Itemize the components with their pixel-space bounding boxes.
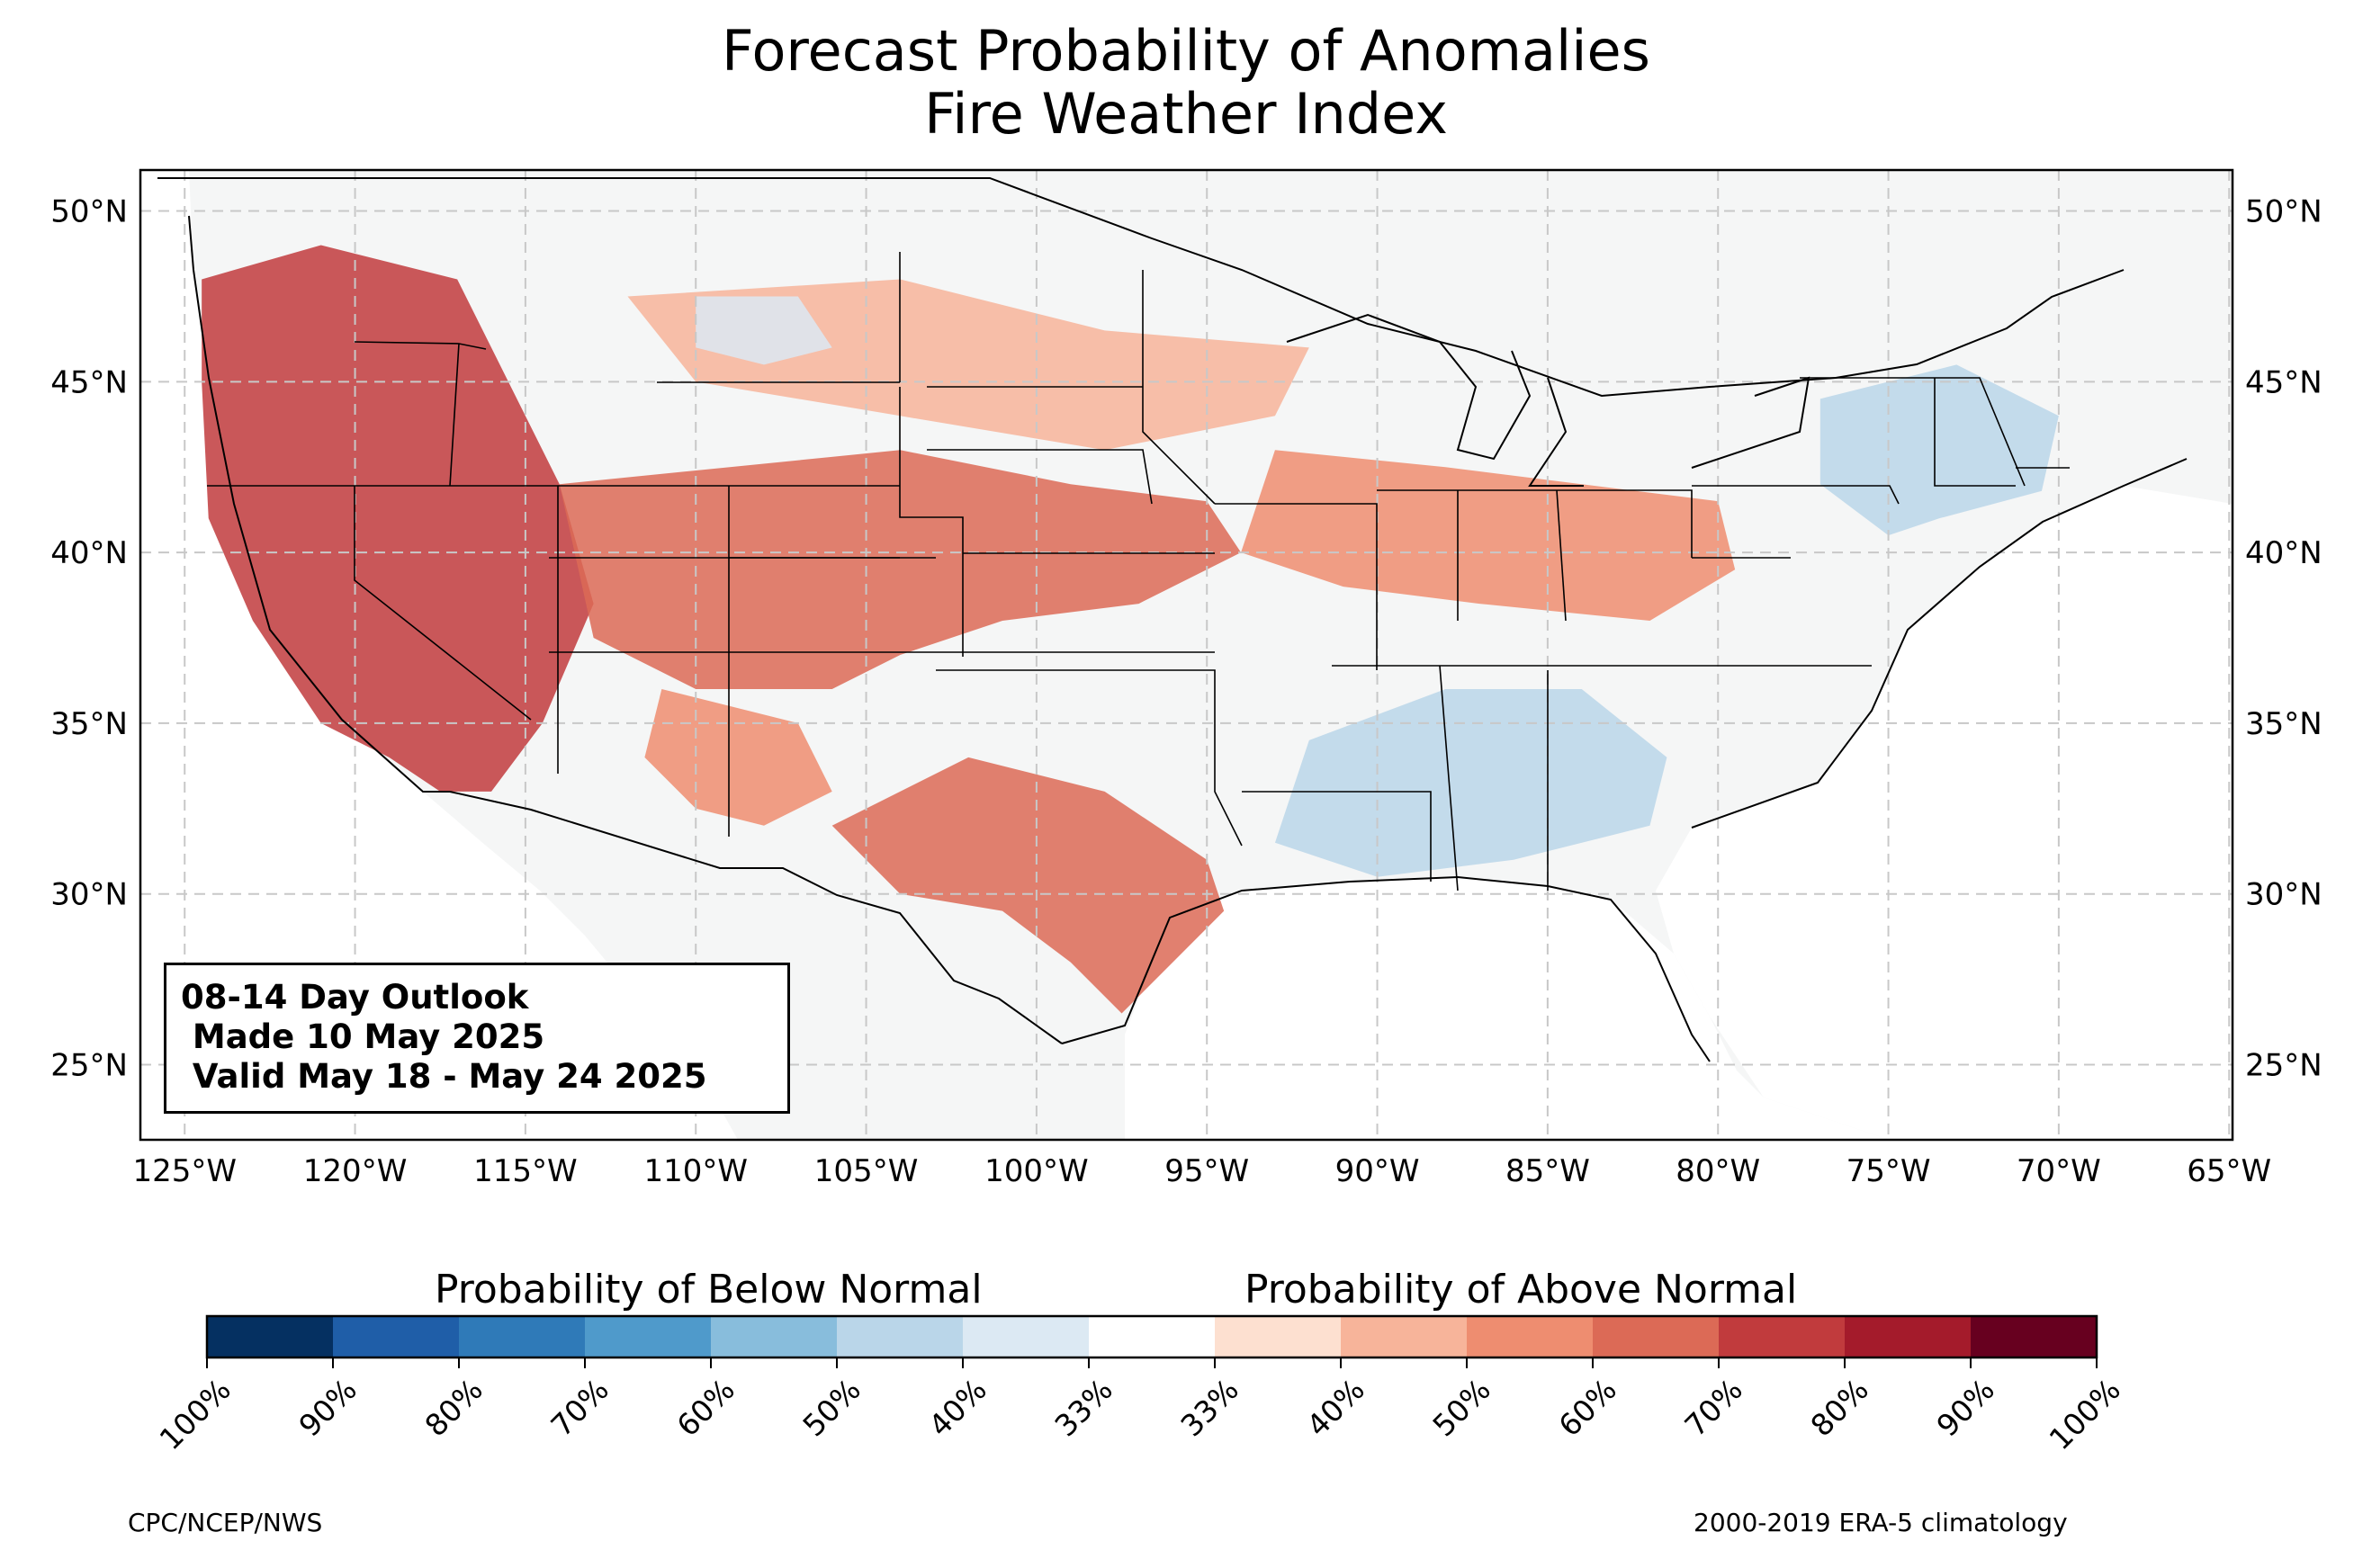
latitude-tick-label: 35°N (50, 706, 128, 742)
colorbar-swatch (963, 1316, 1090, 1357)
latitude-tick-label: 45°N (50, 364, 128, 400)
title-line-2: Fire Weather Index (924, 81, 1448, 147)
state-borders (207, 252, 2070, 892)
colorbar-swatch (333, 1316, 460, 1357)
outlook-made-date: Made 10 May 2025 (181, 1017, 545, 1056)
colorbar-swatch (1341, 1316, 1468, 1357)
latitude-tick-label: 25°N (50, 1047, 128, 1083)
longitude-tick-label: 125°W (132, 1153, 237, 1189)
colorbar-swatch (585, 1316, 712, 1357)
latitude-tick-label: 30°N (2245, 877, 2323, 913)
latitude-tick-label: 50°N (50, 194, 128, 230)
latitude-tick-label: 45°N (2245, 364, 2323, 400)
footer-climatology: 2000-2019 ERA-5 climatology (1694, 1508, 2068, 1537)
pacific-ocean (140, 170, 738, 1140)
colorbar-swatch (1467, 1316, 1594, 1357)
colorbar (205, 1314, 2098, 1368)
above-normal-region (202, 245, 594, 792)
longitude-tick-label: 120°W (303, 1153, 408, 1189)
colorbar-swatch (207, 1316, 334, 1357)
outlook-info-box: 08-14 Day Outlook Made 10 May 2025 Valid… (164, 963, 790, 1114)
longitude-tick-label: 75°W (1846, 1153, 1931, 1189)
below-normal-region (696, 296, 832, 365)
atlantic-ocean (1656, 486, 2233, 1140)
above-normal-region (559, 450, 1242, 689)
colorbar-frame (205, 1314, 2098, 1359)
title-line-1: Forecast Probability of Anomalies (722, 18, 1650, 84)
longitude-tick-label: 70°W (2017, 1153, 2101, 1189)
longitude-tick-label: 95°W (1164, 1153, 1249, 1189)
colorbar-swatch (1971, 1316, 2098, 1357)
colorbar-below-title: Probability of Below Normal (435, 1267, 983, 1313)
longitude-tick-label: 90°W (1335, 1153, 1420, 1189)
longitude-tick-label: 110°W (643, 1153, 748, 1189)
above-normal-region (644, 688, 832, 826)
us-canada-border (157, 177, 2125, 398)
colorbar-above-title: Probability of Above Normal (1244, 1267, 1798, 1313)
map-frame (139, 168, 2234, 1142)
latitude-tick-label: 50°N (2245, 194, 2323, 230)
colorbar-swatch (1845, 1316, 1972, 1357)
us-mexico-border (449, 791, 1063, 1044)
latitude-tick-label: 35°N (2245, 706, 2323, 742)
colorbar-swatch (837, 1316, 964, 1357)
longitude-tick-label: 65°W (2187, 1153, 2271, 1189)
outlook-period: 08-14 Day Outlook (181, 978, 529, 1017)
colorbar-swatch (1215, 1316, 1342, 1357)
latitude-tick-label: 25°N (2245, 1047, 2323, 1083)
below-normal-region (1819, 364, 2059, 536)
latitude-tick-label: 30°N (50, 877, 128, 913)
below-normal-region (1274, 688, 1667, 877)
above-normal-region (831, 757, 1225, 1014)
footer-source: CPC/NCEP/NWS (128, 1508, 323, 1537)
colorbar-swatch (1719, 1316, 1846, 1357)
latitude-tick-label: 40°N (50, 535, 128, 571)
gulf-of-mexico (1125, 877, 1890, 1140)
longitude-tick-label: 115°W (473, 1153, 578, 1189)
colorbar-swatch (1593, 1316, 1720, 1357)
latitude-tick-label: 40°N (2245, 535, 2323, 571)
above-normal-region (1241, 450, 1736, 622)
longitude-tick-label: 105°W (814, 1153, 919, 1189)
longitude-tick-label: 85°W (1505, 1153, 1590, 1189)
colorbar-swatch (711, 1316, 838, 1357)
coastlines (188, 215, 2188, 1062)
longitude-tick-label: 80°W (1676, 1153, 1760, 1189)
colorbar-swatch (459, 1316, 586, 1357)
longitude-tick-label: 100°W (984, 1153, 1089, 1189)
colorbar-swatch (1089, 1316, 1216, 1357)
outlook-valid-dates: Valid May 18 - May 24 2025 (181, 1057, 707, 1096)
